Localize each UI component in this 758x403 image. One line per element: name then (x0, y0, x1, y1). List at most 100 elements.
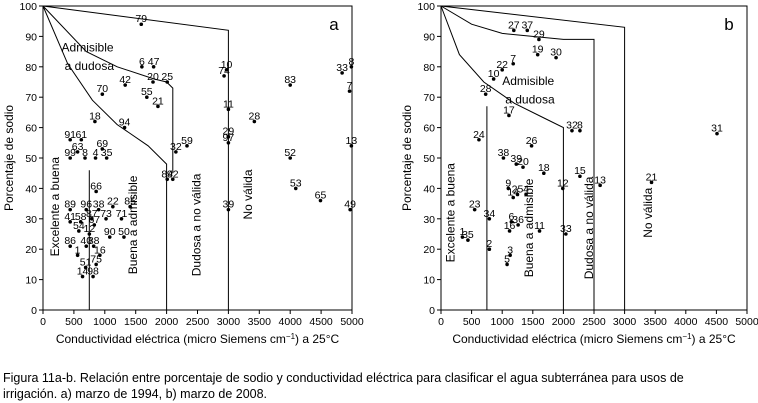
data-point-label: 8 (82, 147, 88, 159)
data-point (80, 274, 85, 279)
data-point (156, 104, 160, 109)
y-tick-label: 100 (417, 1, 435, 13)
data-point-label: 74 (218, 65, 230, 77)
caption-line-2: irrigación. a) marzo de 1994, b) marzo d… (3, 387, 268, 401)
data-point-label: 8 (577, 120, 583, 132)
data-point-label: 21 (646, 171, 658, 183)
panel-label: b (724, 15, 733, 34)
y-tick-label: 20 (25, 244, 37, 256)
data-point (68, 220, 72, 224)
data-point-label: 16 (504, 220, 516, 232)
x-tick-label: 4500 (309, 316, 333, 328)
data-point (509, 220, 514, 224)
y-tick-label: 50 (423, 153, 435, 165)
x-tick-label: 3500 (248, 316, 272, 328)
region-label: Excelente a buena (48, 157, 62, 257)
data-point-label: 10 (221, 59, 233, 71)
data-point-label: 84 (161, 168, 173, 180)
data-point (104, 156, 109, 160)
y-tick-label: 70 (423, 92, 435, 104)
data-point (500, 68, 505, 72)
data-point (515, 192, 520, 197)
region-label: Admisible (502, 74, 554, 88)
class-boundary-3 (42, 5, 229, 310)
x-axis-label: Conductividad eléctrica (micro Siemens c… (452, 332, 736, 347)
data-point-label: 14 (77, 266, 89, 278)
data-point (128, 204, 132, 209)
data-point (151, 65, 156, 69)
data-point-label: 71 (116, 208, 128, 220)
data-point-label: 97 (223, 132, 235, 144)
x-tick-label: 2500 (582, 316, 606, 328)
y-tick-label: 0 (31, 305, 37, 317)
data-point (505, 262, 509, 267)
data-point-label: 14 (507, 187, 519, 199)
data-point-label: 37 (521, 19, 533, 31)
data-point-label: 9 (505, 177, 511, 189)
data-point-label: 15 (574, 165, 586, 177)
x-tick-label: 500 (65, 316, 83, 328)
data-point (68, 156, 72, 160)
data-point-label: 33 (336, 62, 348, 74)
chart-panel-b: 0 500 1000 1500 2000 2500 3000 3500 4000 4500 5000… (400, 1, 758, 346)
data-point (487, 217, 492, 221)
data-point (139, 22, 144, 27)
data-point-label: 29 (223, 126, 235, 138)
data-point-label: 67 (88, 214, 100, 226)
data-point-label: 55 (141, 86, 153, 98)
data-point (288, 83, 293, 87)
data-point-label: 18 (89, 111, 101, 123)
region-label: a dudosa (505, 92, 555, 106)
data-point (107, 235, 112, 239)
data-point-label: 32 (170, 141, 182, 153)
data-point-label: 51 (80, 256, 92, 268)
data-point-label: 7 (510, 53, 516, 65)
data-point-label: 23 (469, 199, 481, 211)
chart-panel-a: 0 500 1000 1500 2000 2500 3000 3500 4000 4500 5000… (2, 1, 364, 346)
data-point (293, 186, 298, 191)
data-point-label: 22 (496, 59, 508, 71)
y-tick-label: 10 (423, 275, 435, 287)
data-point-label: 83 (284, 74, 296, 86)
data-point (508, 253, 512, 258)
data-point-label: 41 (64, 211, 76, 223)
data-point-label: 90 (104, 226, 116, 238)
data-point (564, 232, 568, 236)
data-point (506, 186, 511, 191)
data-point (349, 144, 354, 148)
data-point-label: 61 (75, 129, 87, 141)
data-point-label: 31 (711, 123, 723, 135)
data-point (145, 95, 149, 99)
x-tick-label: 0 (438, 316, 444, 328)
class-boundary-1 (440, 5, 564, 310)
data-point-label: 38 (93, 199, 105, 211)
data-point (348, 207, 352, 212)
class-boundary-3 (440, 5, 626, 310)
y-tick-label: 90 (423, 31, 435, 43)
data-point-label: 89 (64, 199, 76, 211)
data-point-label: 39 (510, 153, 522, 165)
data-point (226, 207, 231, 212)
data-point (507, 113, 511, 118)
data-point-label: 11 (534, 220, 545, 232)
data-point-label: 53 (290, 177, 302, 189)
panel-label: a (329, 15, 339, 34)
data-point-label: 8 (348, 56, 354, 68)
data-point (472, 207, 477, 212)
data-point-label: 96 (80, 199, 92, 211)
data-point (516, 223, 520, 227)
data-point-label: 65 (315, 190, 327, 202)
data-point (511, 195, 516, 200)
y-axis-label: Porcentaje de sodio (2, 105, 16, 211)
data-point-label: 73 (100, 208, 112, 220)
data-point (715, 131, 719, 136)
data-point-label: 4 (523, 183, 529, 195)
caption-line-1: Figura 11a-b. Relación entre porcentaje … (3, 371, 684, 385)
data-point-label: 75 (90, 253, 102, 265)
data-point (578, 174, 582, 179)
y-tick-label: 10 (25, 275, 37, 287)
data-point-label: 4 (93, 147, 99, 159)
data-point-label: 33 (560, 223, 572, 235)
data-point-label: 25 (512, 183, 524, 195)
data-point (525, 28, 530, 33)
